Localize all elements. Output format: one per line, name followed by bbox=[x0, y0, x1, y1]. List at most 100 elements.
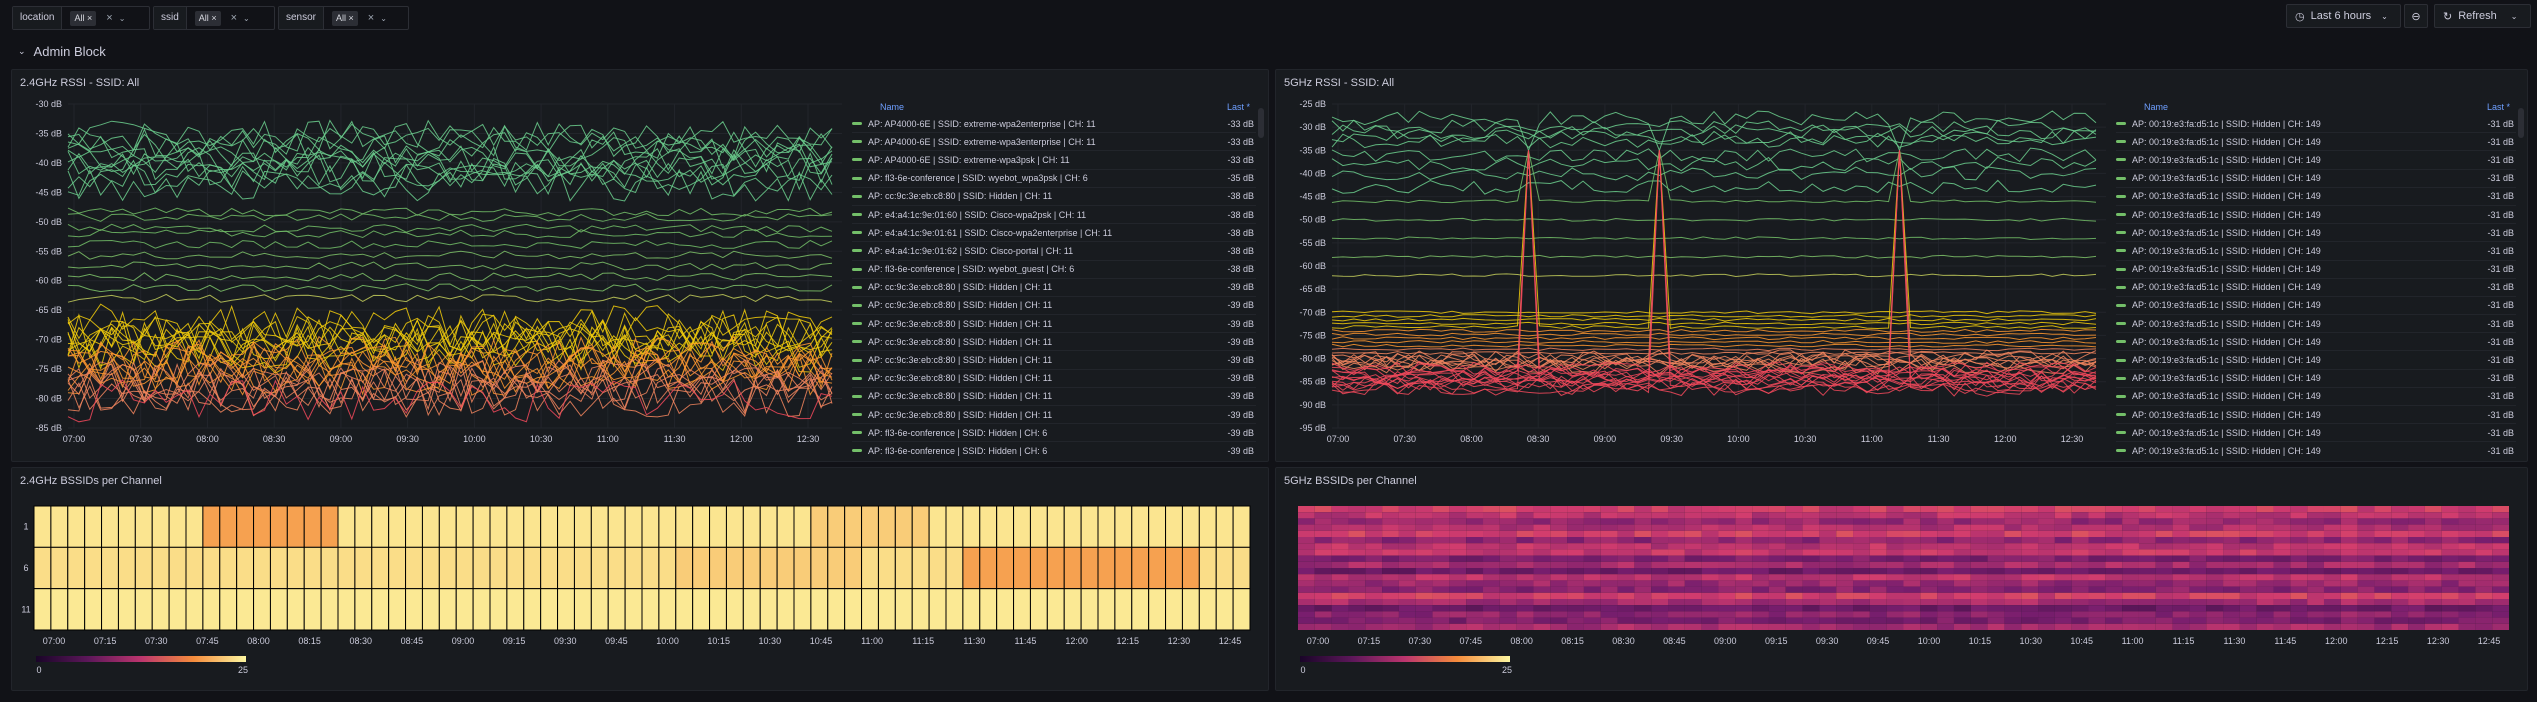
heatmap-cell[interactable] bbox=[2441, 561, 2459, 568]
heatmap-cell[interactable] bbox=[2340, 555, 2358, 562]
heatmap-cell[interactable] bbox=[1516, 568, 1534, 575]
heatmap-cell[interactable] bbox=[2475, 555, 2493, 562]
heatmap-cell[interactable] bbox=[1365, 568, 1383, 575]
heatmap-cell[interactable] bbox=[1499, 574, 1517, 581]
heatmap-cell[interactable] bbox=[2307, 599, 2324, 606]
heatmap-cell[interactable] bbox=[2374, 568, 2392, 575]
heatmap-cell[interactable] bbox=[1651, 518, 1669, 525]
heatmap-cell[interactable] bbox=[1718, 611, 1736, 618]
heatmap-cell[interactable] bbox=[2340, 506, 2358, 513]
heatmap-cell[interactable] bbox=[1314, 574, 1332, 581]
heatmap-cell[interactable] bbox=[2256, 580, 2274, 587]
heatmap-cell[interactable] bbox=[1718, 543, 1736, 550]
heatmap-cell[interactable] bbox=[1869, 512, 1887, 519]
heatmap-cell[interactable] bbox=[2307, 543, 2324, 550]
heatmap-cell[interactable] bbox=[2391, 543, 2409, 550]
refresh-button[interactable]: ↻ Refresh ⌄ bbox=[2434, 4, 2531, 28]
heatmap-cell[interactable] bbox=[1735, 524, 1753, 531]
heatmap-cell[interactable] bbox=[1449, 592, 1467, 599]
heatmap-cell[interactable] bbox=[2391, 580, 2409, 587]
legend-name-header[interactable]: Name bbox=[2144, 102, 2169, 112]
heatmap-cell[interactable] bbox=[844, 588, 863, 631]
heatmap-cell[interactable] bbox=[1449, 512, 1467, 519]
chevron-down-icon[interactable]: ⌄ bbox=[380, 13, 387, 23]
heatmap-cell[interactable] bbox=[2155, 605, 2173, 612]
heatmap-cell[interactable] bbox=[1668, 561, 1685, 568]
heatmap-cell[interactable] bbox=[2088, 568, 2106, 575]
series-line[interactable] bbox=[67, 212, 833, 222]
heatmap-cell[interactable] bbox=[1651, 580, 1669, 587]
heatmap-cell[interactable] bbox=[2374, 555, 2392, 562]
heatmap-cell[interactable] bbox=[759, 546, 778, 590]
heatmap-cell[interactable] bbox=[2122, 568, 2139, 575]
heatmap-cell[interactable] bbox=[1567, 599, 1584, 606]
heatmap-cell[interactable] bbox=[1768, 574, 1786, 581]
heatmap-cell[interactable] bbox=[725, 588, 744, 631]
heatmap-cell[interactable] bbox=[1314, 568, 1332, 575]
heatmap-cell[interactable] bbox=[2492, 524, 2509, 531]
heatmap-cell[interactable] bbox=[1634, 592, 1652, 599]
heatmap-cell[interactable] bbox=[269, 546, 288, 590]
heatmap-cell[interactable] bbox=[1365, 543, 1383, 550]
heatmap-cell[interactable] bbox=[1533, 555, 1551, 562]
heatmap-cell[interactable] bbox=[2290, 518, 2308, 525]
heatmap-cell[interactable] bbox=[2239, 518, 2257, 525]
heatmap-cell[interactable] bbox=[1668, 623, 1685, 630]
heatmap-cell[interactable] bbox=[1449, 555, 1467, 562]
series-line[interactable] bbox=[1331, 336, 2097, 341]
heatmap-cell[interactable] bbox=[1668, 518, 1685, 525]
heatmap-cell[interactable] bbox=[2172, 586, 2190, 593]
heatmap-cell[interactable] bbox=[1970, 580, 1988, 587]
heatmap-cell[interactable] bbox=[1768, 611, 1786, 618]
heatmap-cell[interactable] bbox=[253, 588, 271, 631]
heatmap-cell[interactable] bbox=[1886, 586, 1904, 593]
heatmap-cell[interactable] bbox=[2189, 518, 2207, 525]
heatmap-cell[interactable] bbox=[2088, 592, 2106, 599]
heatmap-cell[interactable] bbox=[1449, 599, 1467, 606]
heatmap-cell[interactable] bbox=[2256, 617, 2274, 624]
heatmap-cell[interactable] bbox=[388, 546, 407, 590]
heatmap-cell[interactable] bbox=[1853, 599, 1870, 606]
heatmap-cell[interactable] bbox=[1466, 586, 1484, 593]
heatmap-cell[interactable] bbox=[1298, 592, 1315, 599]
heatmap-cell[interactable] bbox=[1853, 537, 1870, 544]
heatmap-cell[interactable] bbox=[1432, 605, 1450, 612]
heatmap-cell[interactable] bbox=[2071, 537, 2089, 544]
heatmap-cell[interactable] bbox=[2340, 543, 2358, 550]
heatmap-cell[interactable] bbox=[540, 546, 559, 590]
heatmap-cell[interactable] bbox=[1802, 512, 1820, 519]
heatmap-cell[interactable] bbox=[1668, 530, 1685, 537]
heatmap-cell[interactable] bbox=[2088, 512, 2106, 519]
heatmap-cell[interactable] bbox=[2441, 617, 2459, 624]
heatmap-cell[interactable] bbox=[1684, 512, 1702, 519]
heatmap-cell[interactable] bbox=[1903, 555, 1921, 562]
heatmap-cell[interactable] bbox=[1348, 580, 1366, 587]
heatmap-cell[interactable] bbox=[1348, 537, 1366, 544]
heatmap-cell[interactable] bbox=[1836, 592, 1854, 599]
heatmap-cell[interactable] bbox=[1466, 574, 1484, 581]
heatmap-cell[interactable] bbox=[1701, 506, 1719, 513]
heatmap-cell[interactable] bbox=[776, 546, 795, 590]
heatmap-cell[interactable] bbox=[1869, 592, 1887, 599]
heatmap-cell[interactable] bbox=[1886, 561, 1904, 568]
heatmap-cell[interactable] bbox=[1533, 611, 1551, 618]
heatmap-cell[interactable] bbox=[117, 588, 136, 631]
heatmap-cell[interactable] bbox=[1953, 586, 1971, 593]
heatmap-cell[interactable] bbox=[2038, 599, 2055, 606]
heatmap-cell[interactable] bbox=[607, 588, 626, 631]
heatmap-cell[interactable] bbox=[1617, 592, 1635, 599]
heatmap-cell[interactable] bbox=[1752, 623, 1769, 630]
heatmap-cell[interactable] bbox=[692, 588, 711, 631]
heatmap-cell[interactable] bbox=[2021, 561, 2039, 568]
heatmap-cell[interactable] bbox=[1802, 574, 1820, 581]
heatmap-cell[interactable] bbox=[1735, 512, 1753, 519]
heatmap-cell[interactable] bbox=[1617, 568, 1635, 575]
heatmap-cell[interactable] bbox=[2424, 586, 2442, 593]
heatmap-cell[interactable] bbox=[2340, 611, 2358, 618]
heatmap-cell[interactable] bbox=[1684, 580, 1702, 587]
heatmap-cell[interactable] bbox=[2122, 524, 2139, 531]
heatmap-cell[interactable] bbox=[641, 505, 660, 548]
heatmap-cell[interactable] bbox=[1920, 605, 1938, 612]
heatmap-cell[interactable] bbox=[1533, 543, 1551, 550]
heatmap-cell[interactable] bbox=[2223, 549, 2240, 556]
